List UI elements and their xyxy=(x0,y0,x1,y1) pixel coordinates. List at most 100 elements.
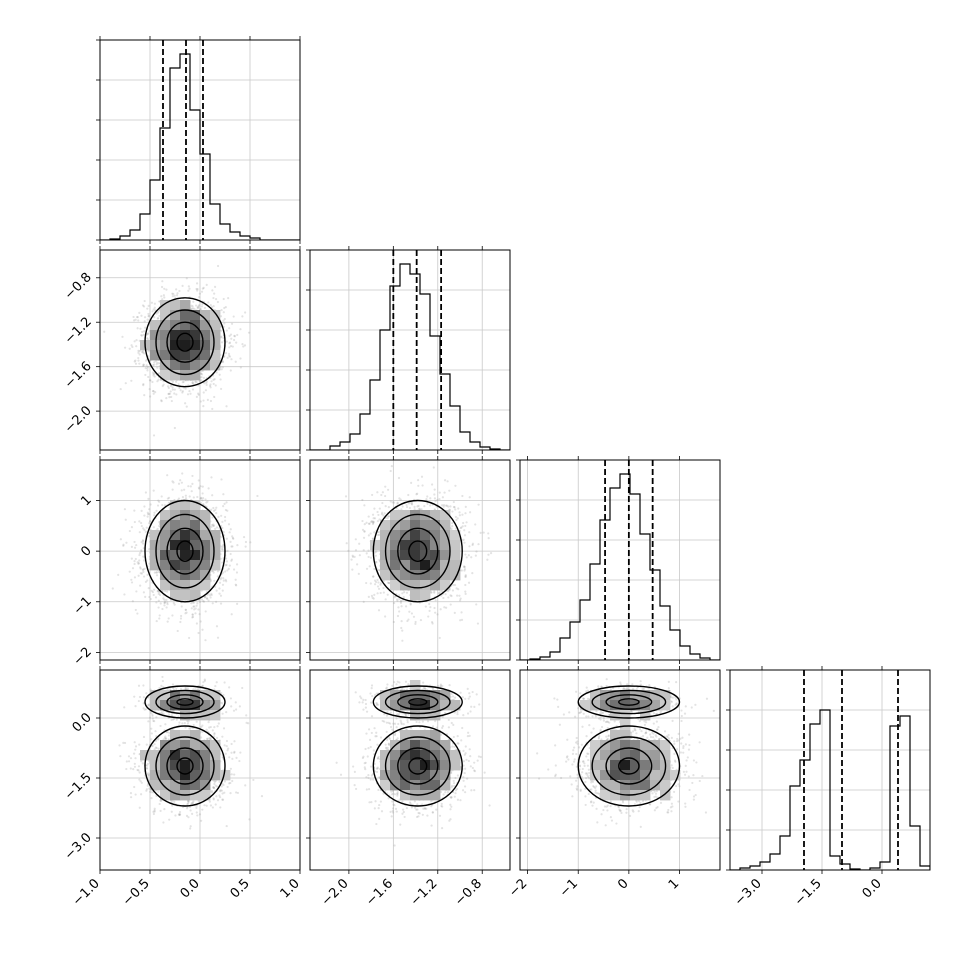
contour-line xyxy=(155,309,215,376)
sample-point xyxy=(451,522,454,525)
sample-point xyxy=(181,390,184,393)
sample-point xyxy=(171,480,174,483)
sample-point xyxy=(130,545,133,549)
sample-point xyxy=(212,509,216,512)
sample-point xyxy=(202,286,205,289)
sample-point xyxy=(148,548,151,551)
density-cell xyxy=(150,320,161,331)
sample-point xyxy=(179,479,182,482)
sample-point xyxy=(157,570,160,574)
sample-point xyxy=(180,481,183,484)
sample-point xyxy=(150,301,154,304)
sample-point xyxy=(138,531,141,534)
sample-point xyxy=(210,592,213,595)
sample-point xyxy=(145,333,149,336)
sample-point xyxy=(200,372,203,375)
sample-point xyxy=(167,392,170,395)
sample-point xyxy=(459,619,462,622)
sample-point xyxy=(171,488,174,491)
sample-point xyxy=(382,514,385,517)
sample-point xyxy=(196,602,199,605)
sample-point xyxy=(210,306,213,309)
sample-point xyxy=(206,597,209,600)
sample-point xyxy=(227,567,230,570)
sample-point xyxy=(184,612,187,615)
sample-point xyxy=(146,333,150,336)
sample-point xyxy=(156,527,159,531)
sample-point xyxy=(165,598,168,602)
sample-point xyxy=(134,608,137,612)
sample-point xyxy=(433,591,436,594)
sample-point xyxy=(160,399,163,403)
sample-point xyxy=(220,308,223,312)
contours xyxy=(144,297,226,388)
sample-point xyxy=(131,600,134,603)
sample-point xyxy=(197,608,200,611)
sample-point xyxy=(164,600,167,603)
sample-point xyxy=(230,559,233,562)
sample-point xyxy=(228,355,232,358)
sample-point xyxy=(223,306,226,310)
density-cell xyxy=(190,570,201,581)
density-cell xyxy=(180,570,191,581)
sample-point xyxy=(400,605,403,608)
density-cell xyxy=(170,300,181,311)
sample-point xyxy=(172,601,175,605)
sample-point xyxy=(142,350,145,353)
sample-point xyxy=(220,576,223,579)
sample-point xyxy=(214,384,217,387)
sample-point xyxy=(185,611,188,614)
sample-point xyxy=(233,334,236,337)
sample-point xyxy=(235,584,238,587)
sample-point xyxy=(142,330,146,333)
sample-point xyxy=(147,587,150,590)
sample-point xyxy=(139,567,142,570)
sample-point xyxy=(239,366,242,369)
sample-point xyxy=(226,549,229,552)
density-cell xyxy=(180,550,191,561)
sample-point xyxy=(153,514,156,517)
sample-point xyxy=(173,426,176,430)
sample-point xyxy=(212,571,215,574)
sample-point xyxy=(205,283,208,286)
sample-point xyxy=(236,544,239,547)
sample-point xyxy=(228,354,231,357)
sample-point xyxy=(152,593,155,597)
density-cell xyxy=(190,560,201,571)
contour-line xyxy=(144,297,226,388)
sample-point xyxy=(142,333,145,336)
contour-line xyxy=(155,513,215,589)
sample-point xyxy=(234,360,237,363)
density-cell xyxy=(190,500,201,511)
density-cell xyxy=(180,340,191,351)
sample-point xyxy=(377,609,381,612)
density-cell xyxy=(170,570,181,581)
sample-point xyxy=(219,315,223,318)
sample-point xyxy=(175,393,178,396)
sample-point xyxy=(162,294,165,297)
sample-point xyxy=(204,639,207,642)
sample-point xyxy=(211,516,214,519)
sample-point xyxy=(205,383,208,386)
sample-point xyxy=(140,350,144,353)
density-cell xyxy=(170,590,181,601)
sample-point xyxy=(140,541,143,544)
sample-point xyxy=(203,596,206,599)
sample-point xyxy=(188,389,191,393)
sample-point xyxy=(137,349,140,352)
density-cell xyxy=(200,550,211,561)
sample-point xyxy=(151,389,155,393)
sample-point xyxy=(135,590,138,593)
sample-point xyxy=(143,316,147,319)
sample-point xyxy=(222,336,225,340)
sample-point xyxy=(157,378,160,381)
sample-point xyxy=(201,287,205,290)
sample-point xyxy=(138,311,141,314)
sample-point xyxy=(166,620,169,623)
sample-point xyxy=(133,509,136,512)
sample-point xyxy=(111,587,114,590)
sample-point xyxy=(180,605,183,608)
sample-point xyxy=(133,576,137,579)
sample-point xyxy=(407,493,410,497)
